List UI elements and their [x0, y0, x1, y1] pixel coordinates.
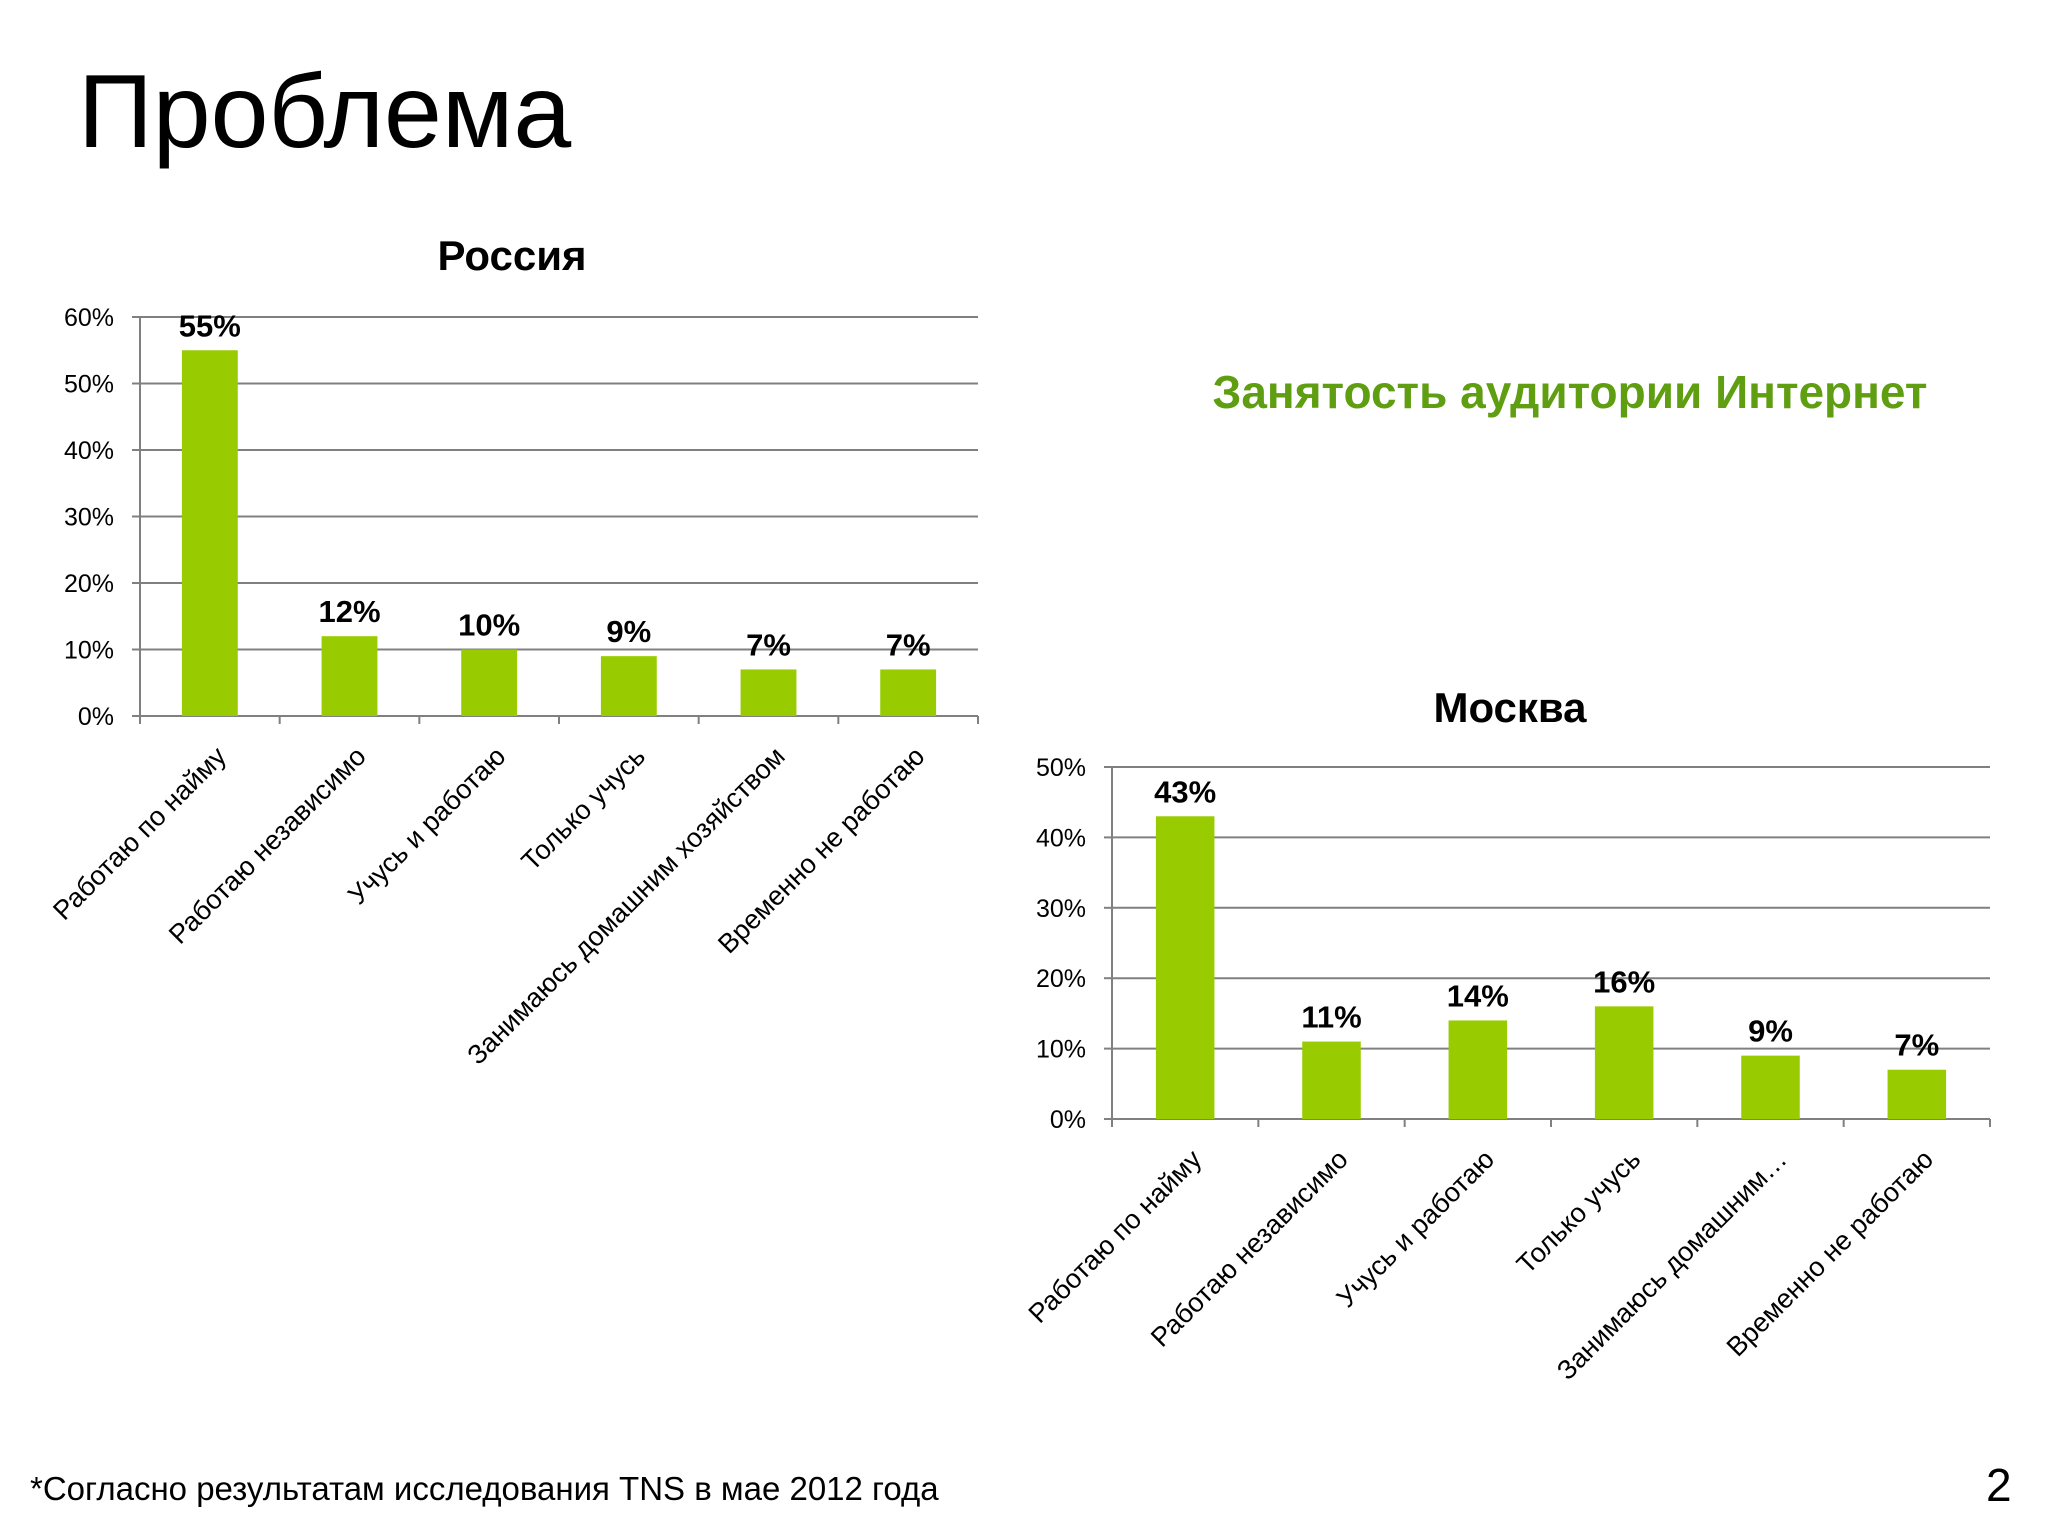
bar	[321, 636, 378, 716]
bar	[181, 350, 238, 716]
data-label: 7%	[746, 627, 791, 662]
y-tick-label: 20%	[64, 570, 114, 598]
y-tick-label: 60%	[64, 304, 114, 332]
bar	[880, 669, 937, 716]
data-label: 9%	[1748, 1014, 1793, 1049]
y-tick-label: 0%	[78, 703, 114, 731]
y-tick-label: 0%	[1050, 1106, 1086, 1134]
y-tick-label: 50%	[64, 371, 114, 399]
data-label: 43%	[1154, 774, 1216, 809]
data-label: 11%	[1301, 1000, 1361, 1035]
y-tick-label: 30%	[1036, 895, 1086, 923]
chart-title: Москва	[1433, 684, 1587, 731]
data-label: 7%	[1894, 1028, 1939, 1063]
chart-subtitle: Занятость аудитории Интернет	[1212, 366, 1928, 418]
y-tick-label: 40%	[1036, 824, 1086, 852]
data-label: 9%	[606, 614, 651, 649]
category-label: Занимаюсь домашним хозяйством	[461, 741, 790, 1070]
bar	[1594, 1006, 1654, 1119]
bar	[1448, 1020, 1508, 1119]
category-label: Только учусь	[1511, 1144, 1646, 1279]
category-label: Учусь и работаю	[1331, 1144, 1500, 1313]
bar	[1155, 816, 1215, 1119]
footnote: *Согласно результатам исследования TNS в…	[30, 1470, 939, 1507]
y-tick-label: 10%	[1036, 1036, 1086, 1064]
data-label: 14%	[1447, 978, 1509, 1013]
bar	[461, 649, 518, 716]
page-number: 2	[1986, 1459, 2012, 1511]
bar	[600, 656, 657, 716]
y-tick-label: 40%	[64, 437, 114, 465]
data-label: 10%	[458, 608, 520, 643]
y-tick-label: 30%	[64, 504, 114, 532]
data-label: 7%	[886, 627, 931, 662]
slide-title: Проблема	[78, 54, 572, 170]
data-label: 12%	[318, 594, 380, 629]
chart-title: Россия	[437, 232, 586, 279]
y-tick-label: 20%	[1036, 965, 1086, 993]
category-label: Только учусь	[516, 741, 651, 876]
y-tick-label: 50%	[1036, 754, 1086, 782]
data-label: 16%	[1593, 964, 1655, 999]
bar	[1302, 1041, 1361, 1119]
data-label: 55%	[179, 308, 241, 343]
bar	[1887, 1069, 1947, 1119]
bar	[1741, 1055, 1800, 1119]
category-label: Занимаюсь домашним…	[1551, 1144, 1793, 1386]
y-tick-label: 10%	[64, 637, 114, 665]
bar	[740, 669, 797, 716]
